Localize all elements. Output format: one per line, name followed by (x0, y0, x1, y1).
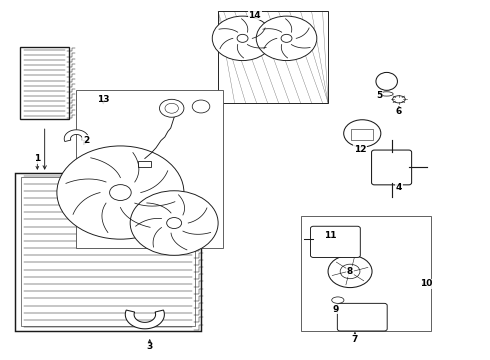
Text: 12: 12 (354, 145, 366, 154)
Circle shape (256, 16, 317, 60)
Text: 3: 3 (147, 342, 153, 351)
Text: 5: 5 (376, 91, 383, 100)
Circle shape (130, 191, 218, 255)
Text: 2: 2 (83, 136, 89, 145)
Ellipse shape (376, 72, 397, 90)
Circle shape (57, 146, 184, 239)
Bar (351, 129, 373, 140)
Text: 6: 6 (396, 107, 402, 116)
Circle shape (281, 34, 292, 42)
Bar (20, 47, 69, 119)
Bar (138, 161, 151, 167)
Text: 4: 4 (396, 183, 402, 192)
FancyBboxPatch shape (311, 226, 360, 257)
Circle shape (165, 103, 178, 113)
Bar (15, 173, 201, 330)
Circle shape (340, 264, 360, 279)
Circle shape (192, 100, 210, 113)
Text: 1: 1 (34, 154, 41, 163)
Bar (21, 177, 195, 326)
Bar (218, 12, 328, 103)
Text: 7: 7 (352, 335, 358, 344)
Text: 10: 10 (419, 279, 432, 288)
FancyBboxPatch shape (337, 303, 387, 331)
Circle shape (110, 185, 131, 201)
Circle shape (159, 99, 184, 117)
Text: 14: 14 (248, 10, 261, 19)
PathPatch shape (125, 310, 164, 329)
FancyBboxPatch shape (371, 150, 412, 185)
Ellipse shape (332, 297, 344, 303)
Circle shape (328, 255, 372, 288)
Text: 13: 13 (97, 95, 110, 104)
Circle shape (167, 217, 182, 229)
PathPatch shape (64, 130, 89, 141)
Text: 11: 11 (324, 231, 337, 240)
Bar (76, 90, 223, 248)
Text: 8: 8 (347, 267, 353, 276)
Ellipse shape (380, 92, 393, 96)
Bar (301, 216, 431, 330)
Text: 9: 9 (332, 305, 339, 314)
Circle shape (237, 34, 248, 42)
Ellipse shape (392, 96, 405, 103)
Circle shape (343, 120, 381, 147)
Circle shape (212, 16, 273, 60)
